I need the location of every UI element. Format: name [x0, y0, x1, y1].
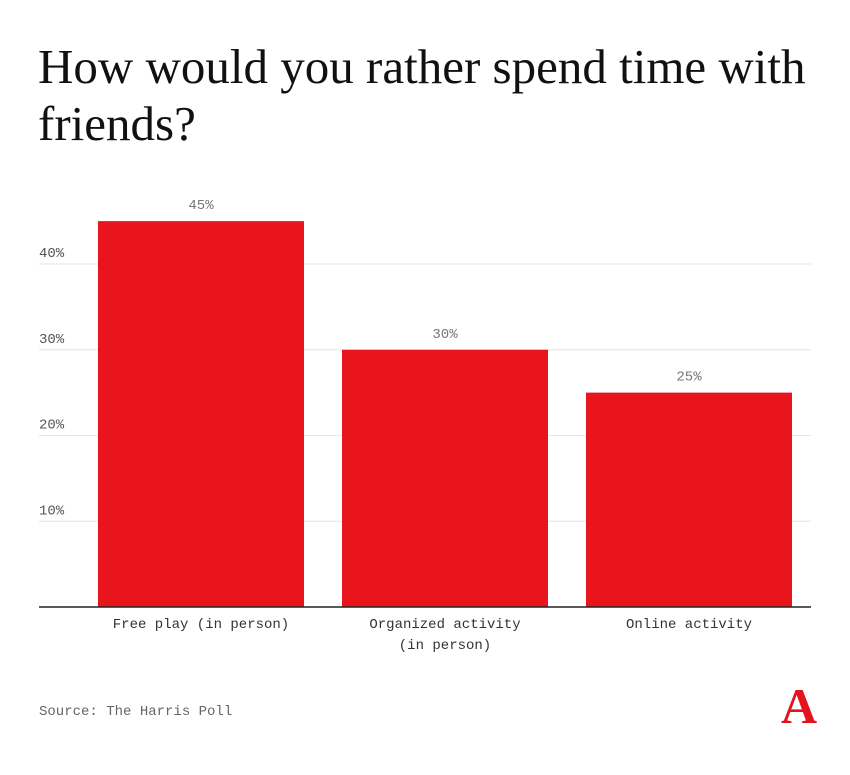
y-tick-label: 40% — [39, 246, 65, 262]
bar — [98, 221, 304, 607]
y-tick-label: 20% — [39, 418, 65, 434]
bar — [586, 392, 792, 607]
data-label: 45% — [188, 198, 214, 214]
x-tick-label: Online activity — [626, 617, 752, 633]
data-label: 25% — [676, 370, 702, 386]
y-tick-label: 30% — [39, 332, 65, 348]
x-tick-label: (in person) — [399, 638, 491, 654]
publisher-logo: A — [781, 678, 818, 734]
chart-title: How would you rather spend time with fri… — [38, 39, 806, 151]
bar — [342, 349, 548, 607]
source-note: Source: The Harris Poll — [39, 704, 233, 720]
data-label: 30% — [432, 327, 458, 343]
x-tick-label: Organized activity — [369, 617, 520, 633]
x-tick-label: Free play (in person) — [113, 617, 289, 633]
y-tick-label: 10% — [39, 503, 65, 519]
